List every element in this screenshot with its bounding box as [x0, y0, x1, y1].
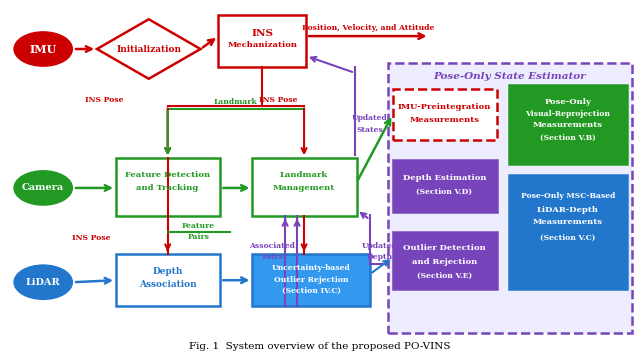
Text: Initialization: Initialization	[116, 45, 181, 54]
Text: INS Pose: INS Pose	[259, 96, 298, 104]
Text: States: States	[356, 126, 383, 134]
Text: Mechanization: Mechanization	[227, 41, 297, 49]
Text: INS Pose: INS Pose	[84, 96, 123, 104]
Ellipse shape	[13, 31, 73, 67]
Polygon shape	[97, 19, 200, 79]
Text: INS: INS	[252, 29, 273, 38]
Ellipse shape	[13, 170, 73, 206]
Text: Associated: Associated	[249, 243, 295, 251]
Text: Pose-Only: Pose-Only	[545, 98, 591, 105]
FancyBboxPatch shape	[393, 160, 497, 212]
FancyBboxPatch shape	[393, 231, 497, 289]
Text: Landmark: Landmark	[214, 98, 257, 105]
Text: Landmark: Landmark	[280, 171, 328, 179]
Text: Management: Management	[273, 184, 335, 192]
FancyBboxPatch shape	[509, 175, 627, 289]
FancyBboxPatch shape	[509, 85, 627, 164]
Text: Depth: Depth	[367, 253, 393, 261]
Text: Depth Estimation: Depth Estimation	[403, 174, 486, 182]
Text: Outlier Detection: Outlier Detection	[403, 244, 486, 252]
Text: Fig. 1  System overview of the proposed PO-VINS: Fig. 1 System overview of the proposed P…	[189, 342, 451, 351]
Text: Pairs: Pairs	[188, 233, 209, 240]
Text: Visual-Reprojection: Visual-Reprojection	[525, 109, 611, 117]
Text: (Section V.D): (Section V.D)	[417, 188, 472, 196]
Text: Pairs: Pairs	[261, 253, 284, 261]
FancyBboxPatch shape	[116, 255, 220, 306]
Text: Uncertainty-based: Uncertainty-based	[271, 264, 351, 272]
Text: IMU: IMU	[29, 44, 57, 54]
Text: LiDAR: LiDAR	[26, 278, 61, 287]
Text: IMU-Preintegration: IMU-Preintegration	[398, 103, 491, 111]
Text: (Section IV.C): (Section IV.C)	[282, 287, 340, 295]
Text: Position, Velocity, and Attitude: Position, Velocity, and Attitude	[301, 24, 434, 32]
FancyBboxPatch shape	[388, 63, 632, 333]
Text: Feature: Feature	[182, 222, 215, 230]
Text: Feature Detection: Feature Detection	[125, 171, 210, 179]
Text: (Section V.C): (Section V.C)	[540, 234, 596, 242]
Text: LiDAR-Depth: LiDAR-Depth	[537, 206, 599, 214]
FancyBboxPatch shape	[252, 255, 370, 306]
FancyBboxPatch shape	[116, 158, 220, 216]
Text: Pose-Only State Estimator: Pose-Only State Estimator	[433, 72, 586, 81]
Text: (Section V.E): (Section V.E)	[417, 272, 472, 280]
Text: Measurements: Measurements	[533, 121, 603, 130]
Text: and Rejection: and Rejection	[412, 258, 477, 266]
Text: Measurements: Measurements	[533, 218, 603, 226]
FancyBboxPatch shape	[252, 158, 357, 216]
FancyBboxPatch shape	[393, 89, 497, 140]
Text: Updated: Updated	[352, 114, 388, 122]
Text: (Section V.B): (Section V.B)	[540, 134, 596, 142]
Text: Updated: Updated	[362, 243, 397, 251]
Text: and Tracking: and Tracking	[136, 184, 199, 192]
Ellipse shape	[13, 264, 73, 300]
Text: Association: Association	[139, 280, 196, 289]
FancyBboxPatch shape	[218, 15, 306, 67]
Text: Outlier Rejection: Outlier Rejection	[274, 276, 348, 284]
Text: Measurements: Measurements	[410, 117, 479, 125]
Text: INS Pose: INS Pose	[72, 234, 110, 242]
Text: Depth: Depth	[152, 267, 183, 276]
Text: Pose-Only MSC-Based: Pose-Only MSC-Based	[521, 192, 615, 200]
Text: Camera: Camera	[22, 184, 65, 193]
